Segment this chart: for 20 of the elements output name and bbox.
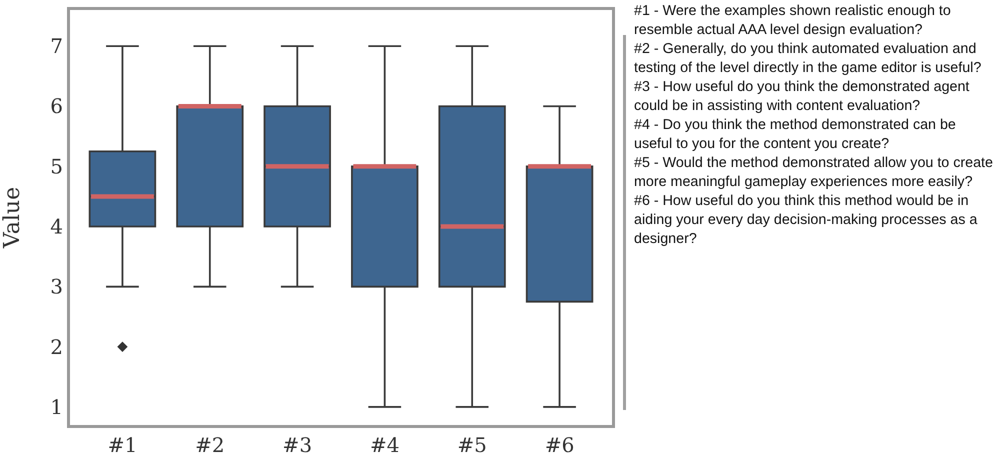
y-tick-label: 6 — [50, 94, 63, 118]
x-tick-label: #5 — [457, 433, 487, 457]
y-tick-label: 1 — [50, 394, 63, 419]
text: #3 - How useful do you think the demonstrated agent could be in assisting with content evaluation? — [634, 78, 970, 116]
text: #5 - Would the method demonstrated allow you to create more meaningful gameplay experiences more easily? — [634, 154, 994, 192]
x-tick-label: #2 — [195, 433, 225, 457]
x-tick-label: #1 — [108, 433, 138, 457]
y-axis-title: Value — [0, 186, 25, 250]
y-tick-label: 4 — [50, 214, 63, 239]
x-tick-label: #6 — [544, 433, 574, 457]
y-tick-label: 3 — [50, 274, 63, 299]
text: #6 - How useful do you think this method would be in aiding your every day decision-making processes as a designer? — [634, 192, 978, 249]
text: #4 - Do you think the method demonstrated can be useful to you for the content you create? — [634, 116, 957, 154]
y-tick-label: 5 — [50, 154, 63, 178]
text: #2 - Generally, do you think automated evaluation and testing of the level directly in the game editor is useful? — [634, 40, 982, 78]
y-tick-label: 7 — [50, 34, 63, 58]
y-tick-label: 2 — [50, 334, 63, 359]
text: #1 - Were the examples shown realistic enough to resemble actual AAA level design evaluation? — [634, 2, 952, 40]
x-tick-label: #4 — [370, 433, 400, 457]
x-tick-label: #3 — [282, 433, 312, 457]
